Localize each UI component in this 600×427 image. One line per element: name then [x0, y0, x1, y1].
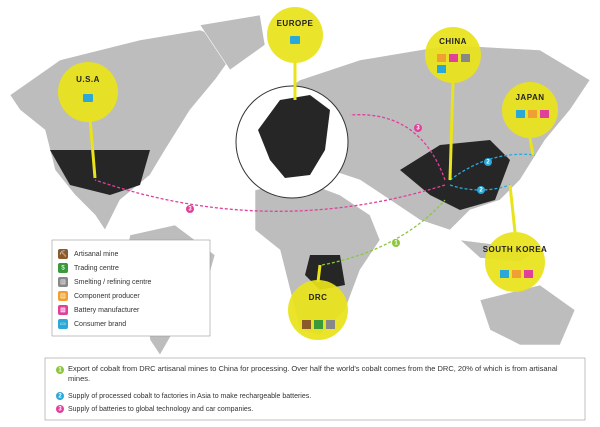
- icon: [500, 270, 509, 278]
- legend: ⛏ Artisanal mine $ Trading centre ▥ Smelting …: [51, 239, 211, 337]
- footnote-wrap: Export of cobalt from DRC artisanal mine…: [68, 364, 558, 383]
- legend-label: Consumer brand: [74, 321, 126, 328]
- legend-swatch: [58, 319, 68, 329]
- north-america: [9, 29, 241, 231]
- route-3-usa: [94, 179, 446, 212]
- region-label: U.S.A: [76, 75, 100, 84]
- legend-items: ⛏ Artisanal mine $ Trading centre ▥ Smelting …: [58, 249, 152, 329]
- icon: [540, 110, 549, 118]
- region-label: DRC: [309, 293, 328, 302]
- legend-label: Component producer: [74, 293, 140, 300]
- legend-swatch: [58, 277, 68, 287]
- legend-icon: ▭: [60, 322, 66, 328]
- marker: [477, 186, 485, 194]
- footnote-text: Supply of batteries to global technology…: [68, 406, 253, 413]
- legend-swatch: [58, 305, 68, 315]
- bubble: [58, 62, 118, 122]
- region-label: SOUTH KOREA: [483, 245, 548, 254]
- route-number: 1: [394, 241, 398, 247]
- bubble: [267, 7, 323, 63]
- marker: [56, 405, 64, 413]
- europe: [258, 95, 330, 178]
- icon: [290, 36, 300, 44]
- marker: [56, 392, 64, 400]
- legend-swatch: [58, 249, 68, 259]
- marker: [484, 158, 492, 166]
- pin: [528, 137, 535, 156]
- icon: [326, 320, 335, 329]
- legend-swatch: [58, 263, 68, 273]
- footnotes: 1 Export of cobalt from DRC artisanal mi…: [44, 357, 586, 421]
- footnote-text: Export of cobalt from DRC artisanal mine…: [68, 364, 558, 383]
- icon: [437, 65, 446, 73]
- pin: [316, 264, 322, 283]
- icon: [528, 110, 537, 118]
- route-number: 2: [486, 160, 490, 166]
- region-label: CHINA: [439, 37, 467, 46]
- region-label: JAPAN: [515, 93, 544, 102]
- legend-icon: ⛏: [59, 251, 67, 258]
- pin: [88, 117, 97, 179]
- icon: [83, 94, 93, 102]
- pins: [88, 62, 535, 283]
- icon: [524, 270, 533, 278]
- icon: [449, 54, 458, 62]
- icon: [516, 110, 525, 118]
- legend-swatch: [58, 291, 68, 301]
- marker: [56, 366, 64, 374]
- icon: [512, 270, 521, 278]
- bubble: [485, 232, 545, 292]
- icon: [314, 320, 323, 329]
- legend-label: Trading centre: [74, 265, 119, 272]
- legend-icon: ▥: [60, 280, 66, 286]
- region-label: EUROPE: [277, 19, 314, 28]
- route-number: 3: [58, 407, 62, 413]
- legend-icon: $: [61, 266, 65, 272]
- marker: [186, 205, 194, 213]
- legend-label: Artisanal mine: [74, 251, 118, 258]
- icon: [437, 54, 446, 62]
- icon: [461, 54, 470, 62]
- route-2-japan: [449, 153, 536, 181]
- footnote-box: [44, 357, 586, 421]
- legend-label: Smelting / refining centre: [74, 279, 152, 286]
- route-3-europe: [349, 114, 446, 181]
- footnote-text: Supply of processed cobalt to factories …: [68, 393, 311, 400]
- legend-icon: ▦: [60, 308, 66, 314]
- route-number: 2: [479, 188, 483, 194]
- route-1: [321, 199, 446, 266]
- greenland: [199, 14, 266, 71]
- usa: [50, 150, 150, 195]
- icon: [302, 320, 311, 329]
- route-number: 3: [188, 207, 192, 213]
- pin: [508, 184, 517, 233]
- legend-icon: ▤: [60, 294, 66, 300]
- route-number: 3: [416, 126, 420, 132]
- route-number: 2: [58, 394, 62, 400]
- bubble-icons: [83, 36, 549, 329]
- australia: [479, 284, 576, 346]
- legend-box: [51, 239, 211, 337]
- legend-label: Battery manufacturer: [74, 307, 140, 314]
- pin: [448, 81, 455, 181]
- marker: [414, 124, 422, 132]
- bubble: [288, 280, 348, 340]
- route-markers: 3 3 1 2 2: [186, 124, 492, 247]
- route-number: 1: [58, 368, 62, 374]
- marker: [392, 239, 400, 247]
